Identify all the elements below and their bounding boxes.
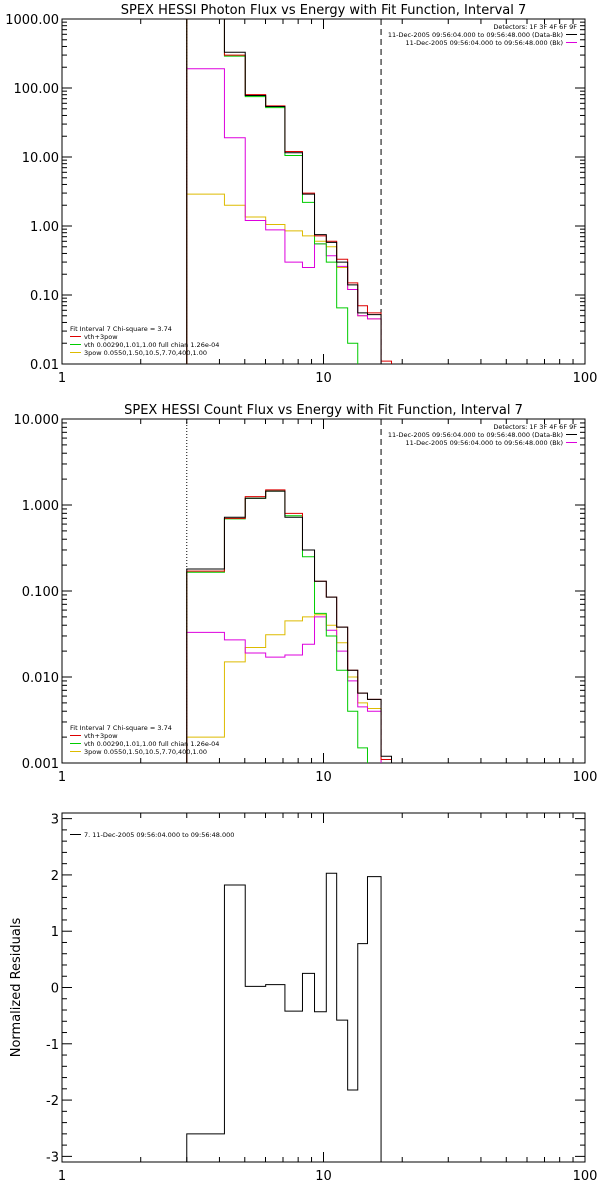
legend-entry-text: 11-Dec-2005 09:56:04.000 to 09:56:48.000…	[388, 431, 563, 439]
x-tick-label: 10	[315, 770, 332, 785]
legend-entry-text: 11-Dec-2005 09:56:04.000 to 09:56:48.000…	[388, 31, 563, 39]
y-tick-label: 1	[51, 925, 59, 940]
legend-entry-text: 11-Dec-2005 09:56:04.000 to 09:56:48.000…	[406, 39, 564, 47]
y-tick-label: -2	[46, 1094, 59, 1109]
y-tick-label: 10.00	[22, 151, 59, 166]
chart-panel-1: SPEX HESSI Photon Flux vs Energy with Fi…	[5, 3, 597, 386]
x-tick-label: 10	[315, 1169, 332, 1184]
x-tick-label: 100	[573, 1169, 598, 1184]
legend-entry-text: vth 0.00290,1.01,1.00 full chian 1.26e-0…	[84, 740, 219, 748]
legend-fit-title: Fit Interval 7 Chi-square = 3.74	[70, 724, 172, 732]
series-line-3	[186, 19, 393, 364]
legend-entry-text: 3pow 0.0550,1.50,10.5,7.70,400,1.00	[84, 349, 207, 357]
x-tick-label: 100	[573, 770, 598, 785]
series-group	[186, 489, 393, 763]
chart-title: SPEX HESSI Count Flux vs Energy with Fit…	[124, 403, 523, 418]
y-tick-label: 10.000	[14, 413, 60, 428]
series-line-2	[186, 489, 393, 763]
legend-detectors: Detectors: 1F 3F 4F 6F 9F	[493, 423, 577, 431]
y-tick-label: 100.00	[14, 82, 60, 97]
plot-frame	[61, 812, 586, 1163]
y-tick-label: 0.10	[30, 289, 59, 304]
series-line-1	[186, 872, 382, 1162]
y-tick-label: -1	[46, 1038, 59, 1053]
chart-panel-3: 1 10 100 -3 -2 -1 0 1 2 3 Normalized Residuals 7. 1…	[9, 812, 598, 1184]
legend-entry-text: vth 0.00290,1.01,1.00 full chian 1.26e-0…	[84, 341, 219, 349]
series-line-4	[186, 68, 393, 364]
legend-entry-text: vth+3pow	[84, 333, 118, 341]
y-tick-label: 1.00	[30, 220, 59, 235]
y-axis-label: Normalized Residuals	[9, 918, 24, 1058]
series-group	[186, 19, 393, 364]
x-tick-label: 1	[58, 1169, 66, 1184]
legend-entry-text: 3pow 0.0550,1.50,10.5,7.70,400,1.00	[84, 748, 207, 756]
y-tick-label: 0.100	[22, 585, 59, 600]
legend-entry-text: 11-Dec-2005 09:56:04.000 to 09:56:48.000…	[406, 439, 564, 447]
y-tick-label: 0.010	[22, 671, 59, 686]
x-tick-label: 1	[58, 770, 66, 785]
series-line-1	[186, 490, 393, 763]
x-tick-label: 1	[58, 371, 66, 386]
legend-entry-text: 7. 11-Dec-2005 09:56:04.000 to 09:56:48.…	[84, 831, 234, 839]
chart-panel-2: SPEX HESSI Count Flux vs Energy with Fit…	[14, 403, 598, 785]
plot-frame	[61, 18, 586, 365]
legend-detectors: Detectors: 1F 3F 4F 6F 9F	[493, 23, 577, 31]
series-line-5	[186, 614, 393, 763]
legend-entry-text: vth+3pow	[84, 732, 118, 740]
y-tick-label: 0	[51, 982, 59, 997]
plot-frame	[61, 418, 586, 764]
chart-title: SPEX HESSI Photon Flux vs Energy with Fi…	[121, 3, 527, 18]
y-tick-label: 3	[51, 813, 59, 828]
y-tick-label: 1000.00	[5, 13, 59, 28]
x-tick-label: 10	[315, 371, 332, 386]
y-tick-label: -3	[46, 1150, 59, 1165]
series-line-1	[186, 19, 392, 364]
legend-fit-title: Fit Interval 7 Chi-square = 3.74	[70, 325, 172, 333]
y-tick-label: 1.000	[22, 499, 59, 514]
x-tick-label: 100	[573, 371, 598, 386]
y-tick-label: 0.01	[30, 358, 59, 373]
series-group	[186, 872, 382, 1162]
y-tick-label: 0.001	[22, 757, 59, 772]
series-line-4	[186, 616, 393, 763]
y-tick-label: 2	[51, 869, 59, 884]
